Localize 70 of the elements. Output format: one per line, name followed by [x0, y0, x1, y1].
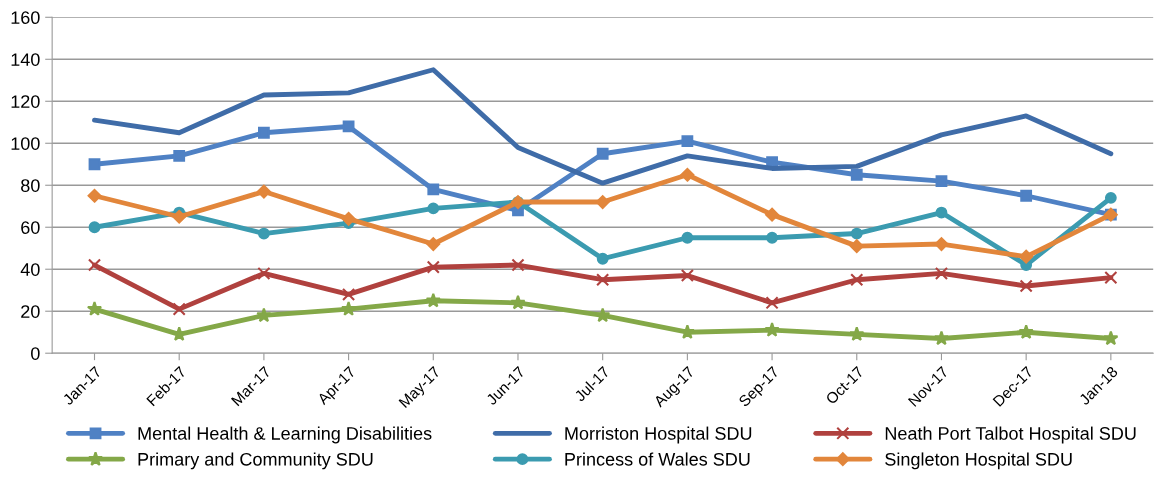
point [1104, 191, 1117, 204]
point [88, 158, 101, 171]
point [425, 292, 441, 308]
point [173, 149, 186, 162]
point [934, 237, 949, 251]
y-tick-label: 140 [11, 53, 40, 66]
point [849, 239, 864, 254]
point [257, 126, 270, 139]
point [850, 227, 863, 240]
legend-label: Mental Health & Learning Disabilities [138, 426, 432, 444]
point [1020, 189, 1033, 202]
point [426, 260, 440, 274]
point [680, 167, 695, 182]
point [850, 273, 864, 287]
legend-label: Singleton Hospital SDU [885, 452, 1072, 470]
point [341, 211, 356, 226]
point [426, 237, 441, 251]
point [1103, 330, 1119, 346]
y-tick-label: 120 [11, 95, 40, 108]
point [849, 326, 865, 341]
point [596, 147, 609, 160]
point [257, 227, 270, 240]
point [511, 258, 525, 272]
point [1104, 271, 1118, 285]
legend-label: Princess of Wales SDU [565, 452, 750, 466]
point [172, 302, 186, 316]
point [681, 135, 694, 148]
point [933, 330, 950, 346]
point [342, 120, 355, 133]
point [340, 301, 357, 316]
point [427, 183, 440, 196]
point [86, 301, 103, 316]
point [681, 231, 694, 244]
point [1019, 249, 1034, 264]
legend-label: Neath Port Talbot Hospital SDU [885, 426, 1136, 444]
point [596, 252, 609, 265]
point [510, 294, 526, 310]
point [766, 231, 778, 244]
y-tick-label: 0 [31, 347, 40, 360]
legend-label: Primary and Community SDU [138, 452, 373, 470]
point [172, 209, 187, 224]
point [256, 184, 271, 199]
point [595, 195, 610, 209]
point [595, 307, 611, 323]
point [935, 206, 948, 219]
point [765, 296, 779, 310]
point [680, 268, 694, 283]
point [1018, 324, 1034, 339]
point [427, 202, 440, 215]
legend-label: Morriston Hospital SDU [565, 426, 752, 444]
point [765, 207, 779, 222]
point [87, 258, 102, 272]
y-tick-label: 40 [20, 263, 40, 276]
point [1019, 279, 1033, 293]
line-series [92, 67, 1114, 186]
point [88, 221, 101, 234]
point [256, 307, 272, 323]
y-tick-label: 60 [21, 221, 40, 234]
point [934, 266, 949, 281]
point [257, 266, 271, 281]
point [850, 168, 863, 181]
point [596, 273, 610, 287]
point [342, 287, 356, 302]
point [87, 188, 102, 203]
y-tick-label: 160 [11, 11, 40, 25]
y-tick-label: 20 [21, 305, 40, 318]
point [935, 175, 948, 187]
y-tick-label: 100 [11, 137, 40, 150]
point [764, 322, 780, 337]
y-tick-label: 80 [21, 179, 40, 192]
